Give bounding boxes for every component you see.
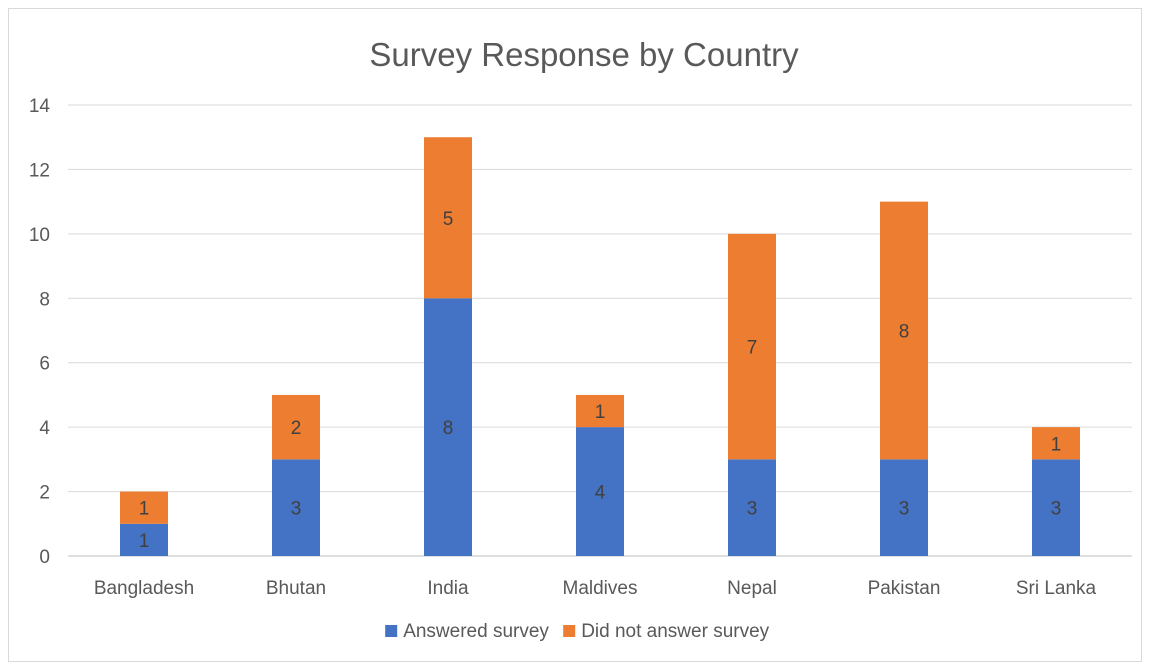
bar-segment	[576, 394, 624, 428]
data-label: 7	[747, 338, 758, 359]
data-label: 3	[1051, 499, 1062, 520]
x-category-label: Bangladesh	[94, 578, 194, 599]
chart-frame	[8, 8, 1142, 662]
x-axis-labels: Bangladesh Bhutan India Maldives Nepal Pakist…	[94, 578, 1097, 599]
legend-label: Did not answer survey	[581, 621, 769, 642]
data-label: 1	[139, 531, 150, 552]
legend-label: Answered survey	[403, 621, 549, 642]
legend-swatch	[563, 625, 576, 637]
y-axis-ticks: 0 2 4 6 8 10 12 14	[29, 96, 51, 568]
x-category-label: Maldives	[563, 578, 638, 599]
y-tick-label: 4	[39, 418, 50, 439]
data-label: 8	[443, 418, 454, 439]
x-category-label: Nepal	[727, 578, 777, 599]
bar-segment	[1032, 427, 1080, 460]
bars	[120, 137, 1080, 556]
x-category-label: Sri Lanka	[1016, 578, 1097, 599]
bar-segment	[424, 137, 472, 299]
y-tick-label: 10	[29, 225, 50, 246]
y-tick-label: 0	[39, 547, 50, 568]
data-labels: 1 1 3 2 8 5 4 1 3 7 3 8 3 1	[139, 209, 1062, 552]
data-label: 1	[139, 499, 150, 520]
data-label: 1	[1051, 434, 1062, 455]
bar-segment	[880, 459, 928, 556]
data-label: 8	[899, 322, 910, 343]
data-label: 3	[747, 499, 758, 520]
y-tick-label: 6	[39, 354, 50, 375]
bar-segment	[272, 459, 320, 556]
gridlines	[68, 104, 1132, 557]
chart-title: Survey Response by Country	[369, 36, 799, 73]
data-label: 4	[595, 483, 606, 504]
y-tick-label: 2	[39, 483, 50, 504]
bar-segment	[120, 523, 168, 556]
legend-swatch	[385, 625, 398, 637]
data-label: 3	[899, 499, 910, 520]
y-tick-label: 12	[29, 160, 50, 181]
bar-segment	[272, 394, 320, 460]
bar-segment	[728, 459, 776, 556]
bar-segment	[880, 201, 928, 460]
data-label: 3	[291, 499, 302, 520]
bar-segment	[728, 233, 776, 460]
bar-segment	[576, 427, 624, 556]
y-tick-label: 8	[39, 289, 50, 310]
x-category-label: Pakistan	[868, 578, 941, 599]
x-category-label: India	[427, 578, 469, 599]
data-label: 2	[291, 418, 302, 439]
y-tick-label: 14	[29, 96, 51, 117]
x-category-label: Bhutan	[266, 578, 326, 599]
legend: Answered survey Did not answer survey	[385, 621, 770, 642]
data-label: 5	[443, 209, 454, 230]
bar-segment	[120, 491, 168, 524]
data-label: 1	[595, 402, 606, 423]
bar-segment	[424, 298, 472, 556]
bar-segment	[1032, 459, 1080, 556]
